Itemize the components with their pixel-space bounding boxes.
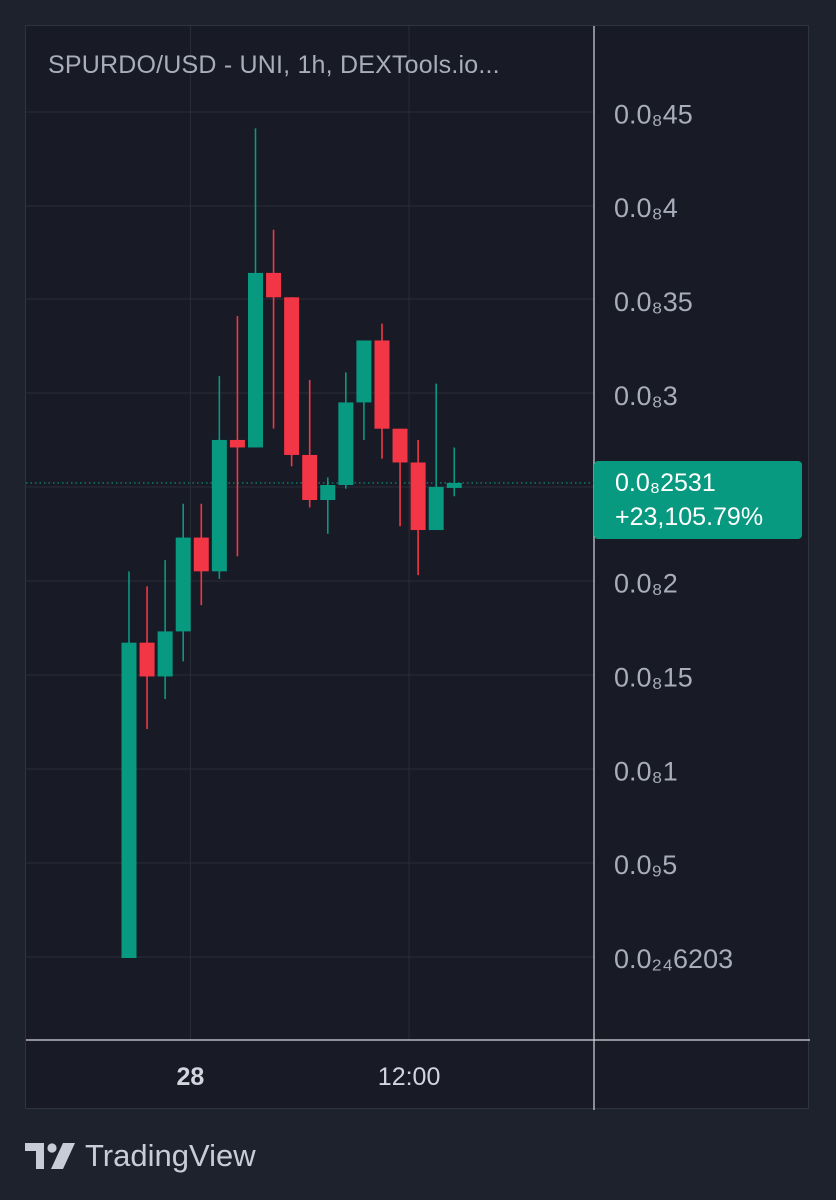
candle-body	[284, 297, 300, 455]
price-axis-label: 0.0₈15	[614, 662, 693, 692]
candle-body	[157, 631, 173, 677]
price-axis-label: 0.0₈3	[614, 381, 678, 411]
candle-body	[320, 484, 336, 501]
candle	[338, 372, 354, 489]
candle	[211, 376, 227, 579]
last-price-value: 0.0₈2531	[615, 469, 716, 497]
candle	[266, 229, 282, 429]
candle	[193, 503, 209, 606]
candle-body	[175, 537, 191, 632]
brand-name[interactable]: TradingView	[85, 1138, 256, 1173]
price-axis-label: 0.0₈45	[614, 99, 693, 129]
candle-body	[338, 402, 354, 485]
time-axis-label: 28	[177, 1063, 205, 1091]
candle	[356, 340, 372, 440]
candles[interactable]	[121, 128, 462, 958]
candle-body	[266, 272, 282, 298]
candle-body	[356, 340, 372, 403]
candle-body	[428, 486, 444, 531]
candle	[392, 428, 408, 527]
candle-body	[139, 642, 155, 677]
axis-separators	[26, 26, 810, 1110]
candle-body	[247, 272, 263, 448]
price-axis-label: 0.0₈35	[614, 287, 693, 317]
grid-lines	[26, 26, 594, 1040]
candle	[157, 560, 173, 699]
candle	[320, 477, 336, 534]
candle	[229, 316, 245, 557]
candle	[121, 571, 137, 958]
price-change-percent: +23,105.79%	[615, 503, 764, 531]
time-axis[interactable]: 28 12:00	[177, 1063, 441, 1091]
chart-panel[interactable]: 0.0₈45 0.0₈4 0.0₈35 0.0₈3 0.0₈2 0.0₈15 0.0₈1 0.…	[25, 25, 810, 1110]
candle-body	[410, 462, 426, 531]
candle	[284, 297, 300, 467]
price-axis-label: 0.0₂₄6203	[614, 944, 733, 974]
candle-body	[302, 454, 318, 501]
candle	[374, 323, 390, 459]
chart-svg[interactable]: 0.0₈45 0.0₈4 0.0₈35 0.0₈3 0.0₈2 0.0₈15 0.0₈1 0.…	[26, 26, 810, 1110]
price-axis-label: 0.0₈2	[614, 569, 678, 599]
price-axis-label: 0.0₈1	[614, 756, 678, 786]
candle	[410, 439, 426, 576]
candle-body	[392, 428, 408, 463]
price-axis[interactable]: 0.0₈45 0.0₈4 0.0₈35 0.0₈3 0.0₈2 0.0₈15 0.0₈1 0.…	[614, 99, 733, 974]
candle	[247, 128, 263, 448]
candle-body	[121, 642, 137, 958]
candle	[428, 383, 444, 531]
symbol-title[interactable]: SPURDO/USD - UNI, 1h, DEXTools.io...	[48, 51, 500, 79]
candle	[446, 447, 462, 497]
candle-body	[374, 340, 390, 429]
candle-body	[446, 482, 462, 488]
price-axis-label: 0.0₉5	[614, 850, 677, 880]
candle	[175, 503, 191, 662]
price-axis-label: 0.0₈4	[614, 193, 678, 223]
last-price-tag: 0.0₈2531 +23,105.79%	[594, 461, 802, 539]
footer: TradingView	[25, 1136, 256, 1176]
candle	[139, 586, 155, 730]
candle-body	[211, 439, 227, 572]
candle-body	[229, 439, 245, 448]
candle	[302, 379, 318, 508]
tradingview-logo-icon[interactable]	[25, 1143, 75, 1169]
time-axis-label: 12:00	[378, 1063, 441, 1091]
candle-body	[193, 537, 209, 572]
